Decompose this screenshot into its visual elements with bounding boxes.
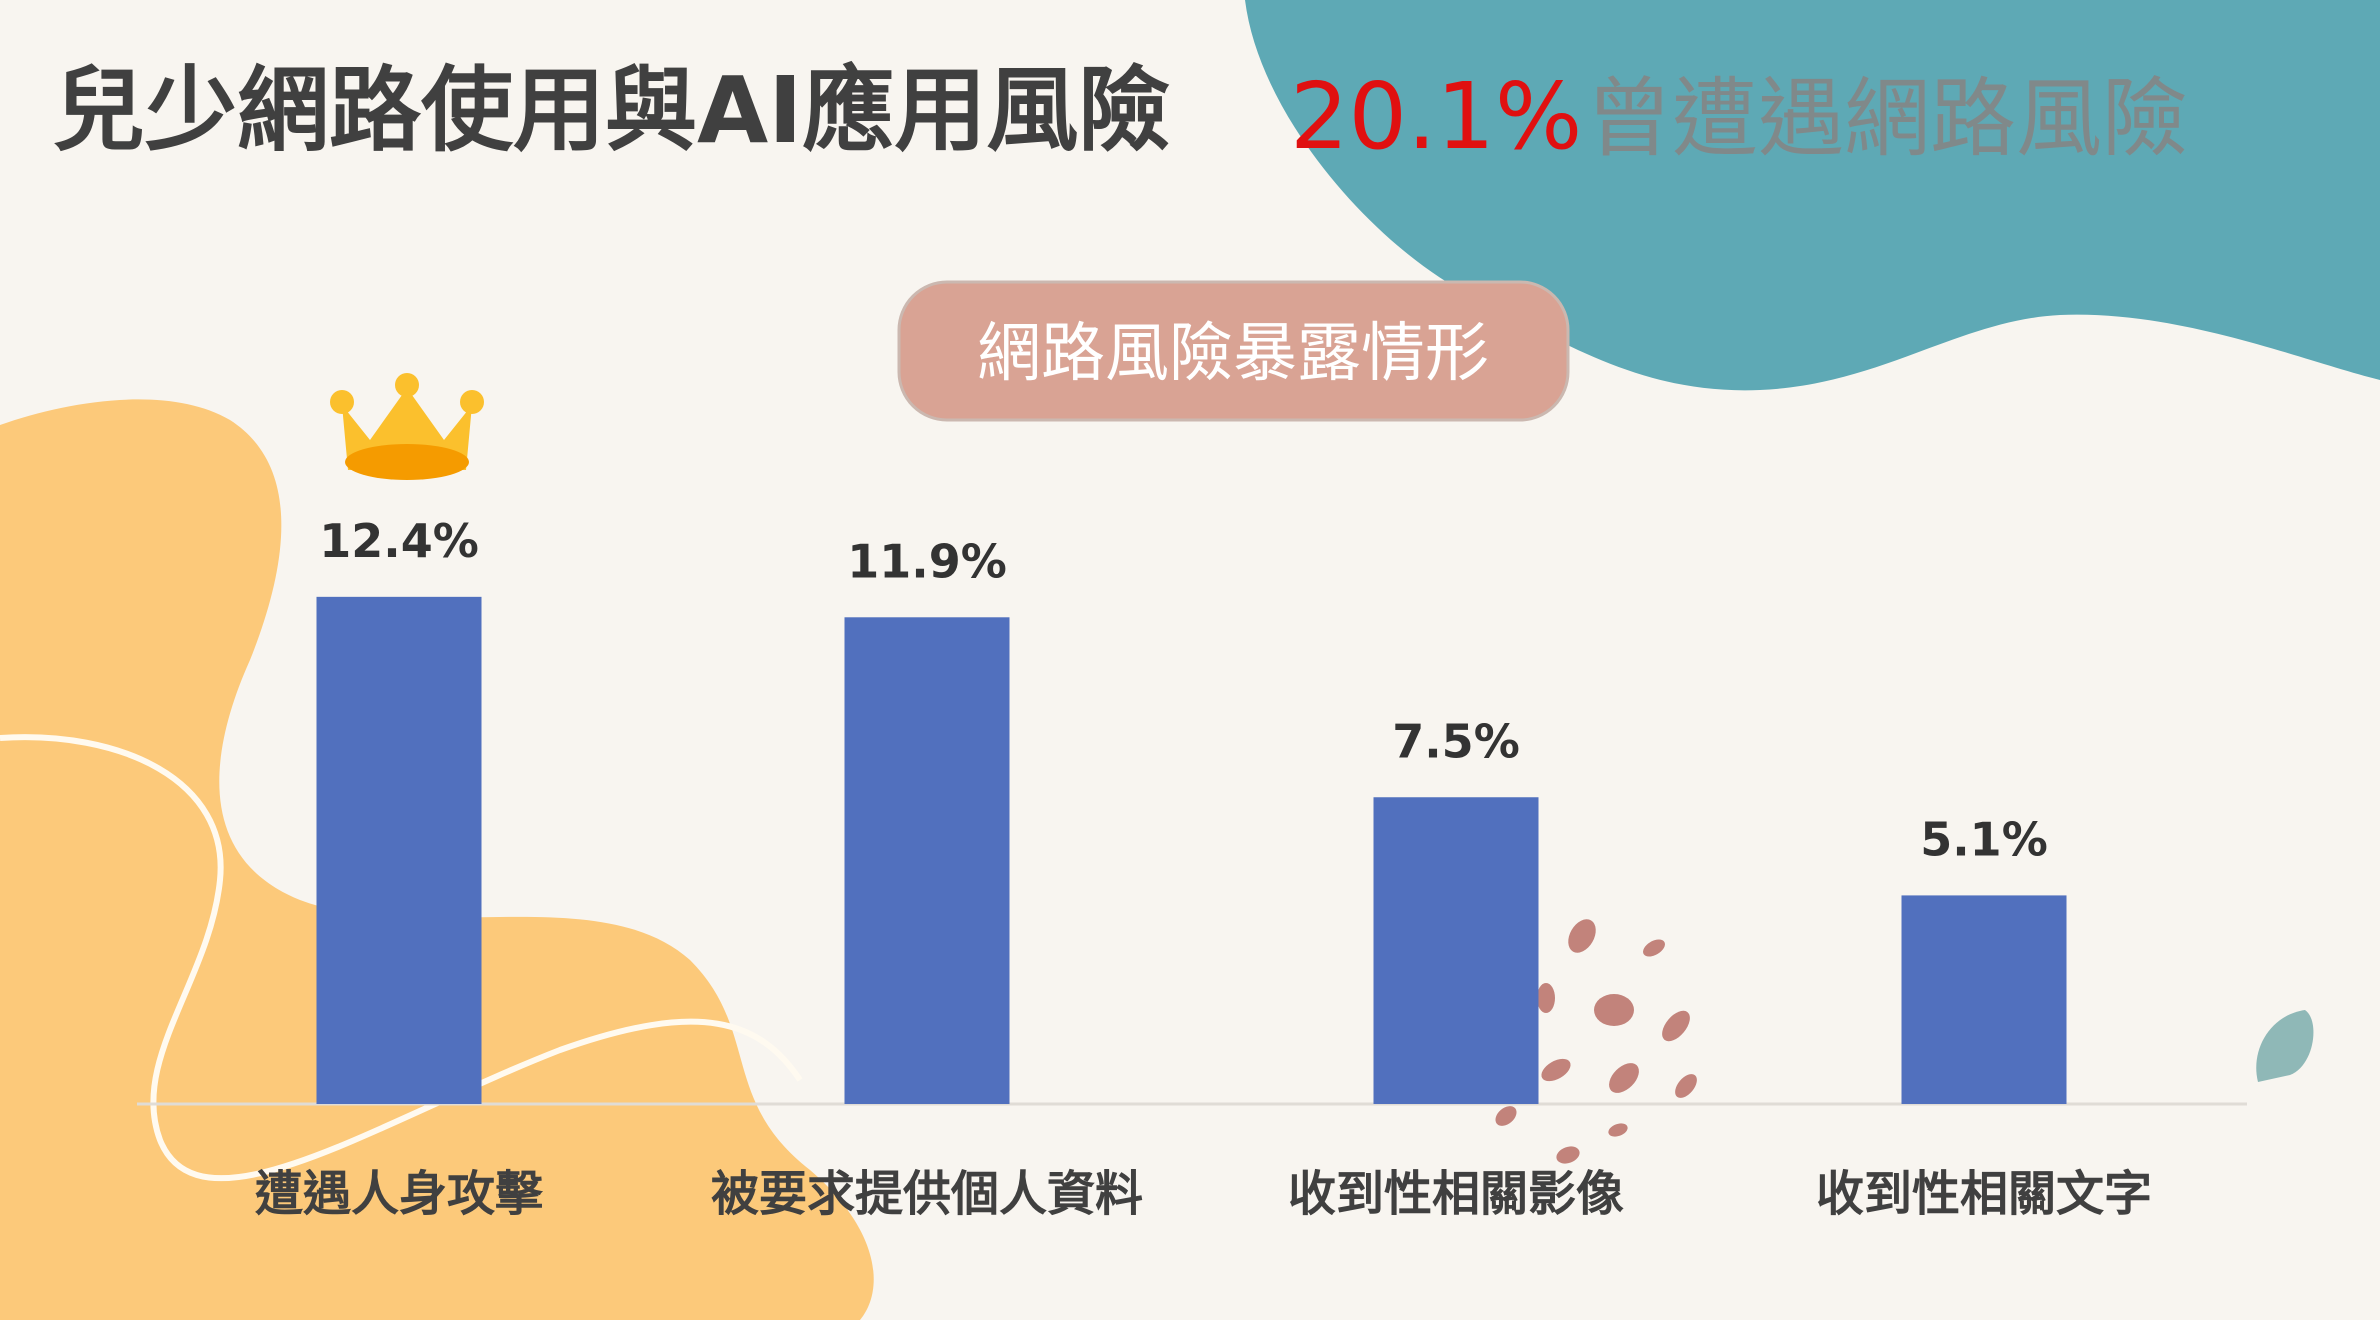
orange-blob [0, 399, 874, 1320]
orange-line [0, 734, 803, 1182]
subtitle-pill [897, 280, 1570, 422]
value-label: 11.9% [847, 534, 1007, 588]
value-label: 7.5% [1392, 714, 1520, 768]
crown-icon [330, 373, 484, 480]
bar [1901, 895, 2067, 1104]
dots [1495, 919, 1697, 1164]
category-label: 遭遇人身攻擊 [255, 1166, 544, 1222]
category-label: 收到性相關影像 [1288, 1166, 1624, 1222]
bar [844, 617, 1010, 1104]
title: 兒少網路使用與AI應用風險 [53, 57, 1170, 164]
value-label: 12.4% [319, 514, 479, 568]
bar [316, 596, 482, 1104]
category-label: 被要求提供個人資料 [711, 1166, 1143, 1222]
headline-text: 曾遭遇網路風險 [1586, 69, 2188, 169]
teal-drop [2256, 1010, 2314, 1082]
headline-value: 20.1% [1290, 63, 1582, 170]
bar [1373, 797, 1539, 1104]
subtitle: 網路風險暴露情形 [977, 317, 1489, 391]
value-label: 5.1% [1920, 812, 2048, 866]
category-label: 收到性相關文字 [1816, 1166, 2152, 1222]
